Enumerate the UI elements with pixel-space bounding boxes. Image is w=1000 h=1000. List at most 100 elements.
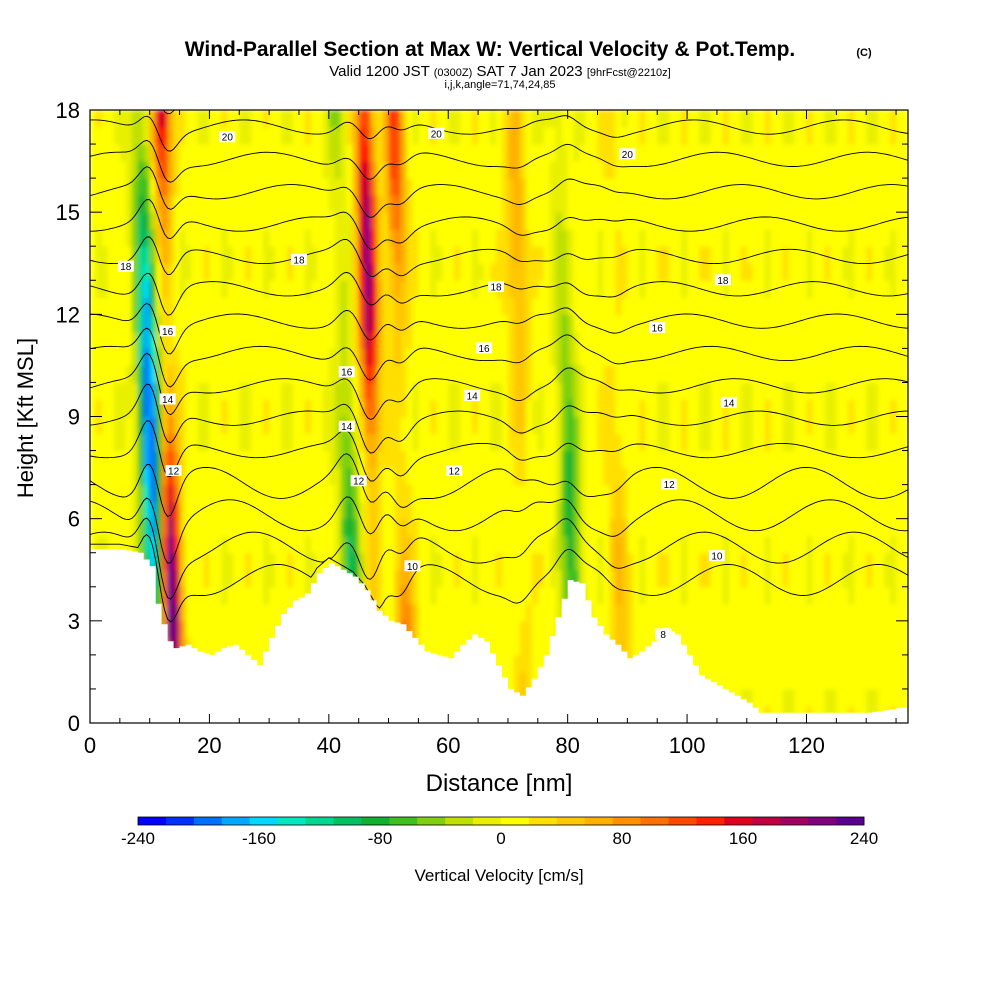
field-cell	[310, 450, 318, 469]
field-cell	[800, 348, 808, 366]
field-cell	[233, 331, 240, 349]
field-cell	[155, 399, 163, 418]
field-cell	[699, 416, 706, 435]
field-cell	[585, 518, 593, 537]
field-cell	[591, 297, 599, 315]
field-cell	[382, 229, 390, 247]
field-cell	[746, 569, 754, 588]
field-cell	[776, 433, 784, 452]
field-cell	[257, 229, 264, 247]
field-cell	[239, 433, 246, 452]
field-cell	[251, 365, 258, 383]
field-cell	[221, 178, 228, 196]
field-cell	[173, 331, 181, 349]
field-cell	[788, 433, 796, 452]
field-cell	[806, 331, 814, 349]
field-cell	[627, 450, 634, 469]
field-cell	[490, 399, 497, 418]
field-cell	[358, 314, 366, 332]
field-cell	[794, 195, 802, 213]
field-cell	[627, 110, 634, 128]
field-cell	[221, 603, 228, 622]
field-cell	[496, 246, 503, 264]
field-cell	[693, 127, 700, 145]
field-cell	[316, 501, 324, 520]
field-cell	[752, 382, 760, 400]
field-cell	[502, 654, 509, 673]
field-cell	[364, 433, 372, 452]
field-cell	[90, 365, 97, 383]
field-cell	[137, 178, 145, 196]
field-cell	[740, 331, 748, 349]
field-cell	[185, 246, 193, 264]
field-cell	[896, 467, 903, 486]
field-cell	[251, 484, 258, 503]
field-cell	[161, 467, 169, 486]
field-cell	[119, 348, 127, 366]
field-cell	[585, 229, 593, 247]
field-cell	[430, 365, 437, 383]
field-cell	[310, 552, 318, 571]
field-cell	[161, 314, 169, 332]
field-cell	[90, 467, 97, 486]
field-cell	[430, 433, 437, 452]
field-cell	[669, 569, 676, 588]
isentrope-line	[90, 199, 908, 250]
field-cell	[800, 450, 808, 469]
field-cell	[830, 501, 837, 520]
field-cell	[663, 433, 670, 452]
field-cell	[382, 586, 390, 605]
field-cell	[597, 178, 605, 196]
field-cell	[651, 331, 658, 349]
field-cell	[233, 127, 240, 145]
field-cell	[304, 416, 312, 435]
field-cell	[352, 399, 360, 418]
field-cell	[788, 501, 796, 520]
field-cell	[645, 620, 652, 639]
field-cell	[645, 212, 652, 230]
field-cell	[705, 654, 712, 673]
field-cell	[752, 433, 760, 452]
field-cell	[669, 433, 676, 452]
field-cell	[275, 348, 282, 366]
field-cell	[304, 365, 312, 383]
field-cell	[275, 518, 282, 537]
field-cell	[179, 433, 187, 452]
field-cell	[293, 467, 300, 486]
field-cell	[896, 654, 903, 673]
field-cell	[185, 399, 193, 418]
field-cell	[203, 314, 210, 332]
field-cell	[316, 212, 324, 230]
field-cell	[699, 229, 706, 247]
field-cell	[513, 246, 521, 264]
field-cell	[209, 433, 216, 452]
field-cell	[579, 518, 587, 537]
field-cell	[454, 518, 461, 537]
field-cell	[263, 144, 270, 162]
field-cell	[615, 518, 622, 537]
field-cell	[167, 212, 175, 230]
field-cell	[902, 161, 908, 179]
field-cell	[728, 416, 736, 435]
field-cell	[657, 297, 664, 315]
field-cell	[508, 569, 515, 588]
field-cell	[352, 416, 360, 435]
field-cell	[227, 144, 234, 162]
field-cell	[782, 433, 790, 452]
field-cell	[364, 467, 372, 486]
field-cell	[818, 348, 825, 366]
field-cell	[400, 518, 408, 537]
axis-ticks	[89, 109, 908, 724]
field-cell	[848, 331, 855, 349]
field-cell	[848, 484, 855, 503]
field-cell	[478, 127, 485, 145]
field-cell	[884, 178, 891, 196]
field-cell	[424, 348, 431, 366]
field-cell	[209, 178, 216, 196]
field-cell	[525, 501, 533, 520]
field-cell	[107, 416, 115, 435]
field-cell	[681, 586, 688, 605]
field-cell	[878, 297, 885, 315]
field-cell	[603, 501, 611, 520]
field-cell	[902, 110, 908, 128]
